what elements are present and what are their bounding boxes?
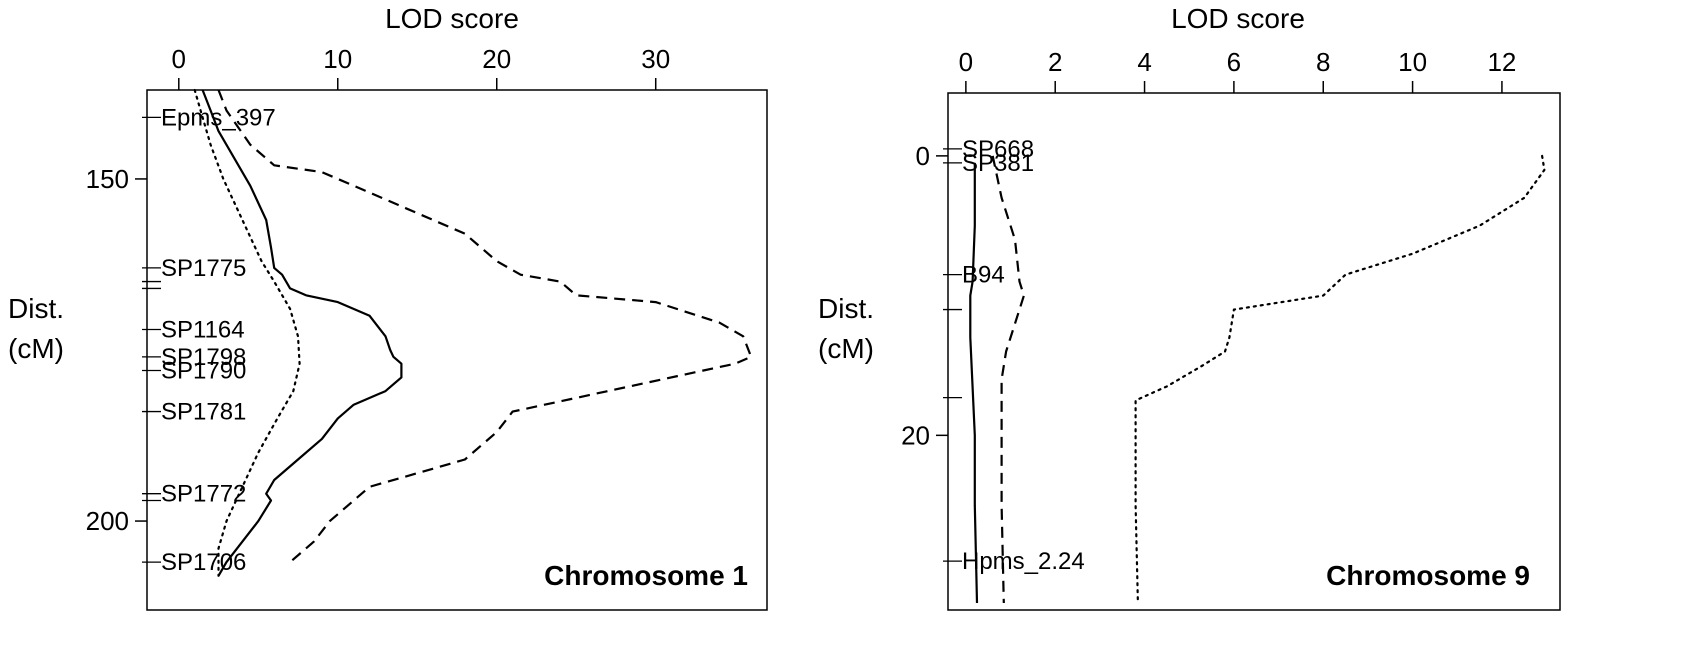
x-tick-label: 12 (1487, 47, 1516, 77)
panel-label: Chromosome 9 (1326, 560, 1530, 591)
lod-series (969, 154, 1546, 605)
marker-label: SP1781 (161, 399, 246, 426)
x-axis-title: LOD score (385, 3, 519, 34)
marker-label: SP1798 (161, 344, 246, 371)
marker-label: Hpms_2.24 (962, 548, 1085, 575)
y-axis: 150 200 (86, 164, 147, 536)
y-tick-label: 20 (901, 420, 930, 450)
marker-label: SP1775 (161, 255, 246, 282)
x-tick-label: 30 (641, 44, 670, 74)
x-tick-label: 8 (1316, 47, 1330, 77)
x-tick-label: 4 (1137, 47, 1151, 77)
series-line-dotted (1134, 154, 1546, 605)
x-tick-label: 20 (482, 44, 511, 74)
chromosome-1-panel: LOD score Dist. (cM) Chromosome 1 0 10 20 3… (8, 3, 768, 611)
x-axis: 0 10 20 30 (172, 44, 670, 90)
x-axis: 0 2 4 6 8 10 12 (959, 47, 1516, 93)
series-line-solid (969, 162, 979, 604)
x-tick-label: 0 (172, 44, 186, 74)
marker-label: Epms_397 (161, 104, 276, 131)
y-axis-title-line1: Dist. (8, 293, 64, 324)
series-line-solid (201, 89, 403, 577)
series-line-dashed (991, 155, 1026, 604)
y-tick-label: 0 (916, 141, 930, 171)
x-tick-label: 6 (1227, 47, 1241, 77)
marker-label: SP1164 (161, 316, 245, 343)
marker-label: SP1790 (161, 358, 246, 385)
x-tick-label: 10 (1398, 47, 1427, 77)
series-line-dotted (193, 88, 301, 577)
y-axis-title-line1: Dist. (818, 293, 874, 324)
lod-series (193, 88, 753, 577)
marker-label: SP1772 (161, 481, 246, 508)
y-axis-title-line2: (cM) (8, 333, 64, 364)
chromosome-9-panel: LOD score Dist. (cM) Chromosome 9 0 2 4 6 8 1… (818, 3, 1561, 611)
marker-label: SP668 (962, 136, 1034, 163)
marker-label: SP381 (962, 150, 1034, 177)
marker-label: B94 (962, 262, 1005, 289)
plot-frame (146, 89, 768, 611)
y-tick-label: 200 (86, 506, 129, 536)
y-tick-label: 150 (86, 164, 129, 194)
x-tick-label: 0 (959, 47, 973, 77)
plot-frame (947, 92, 1561, 611)
x-tick-label: 2 (1048, 47, 1062, 77)
x-tick-label: 10 (323, 44, 352, 74)
y-axis: 0 20 (901, 141, 948, 450)
panel-label: Chromosome 1 (544, 560, 748, 591)
x-axis-title: LOD score (1171, 3, 1305, 34)
y-axis-title-line2: (cM) (818, 333, 874, 364)
series-line-dashed (217, 89, 753, 563)
